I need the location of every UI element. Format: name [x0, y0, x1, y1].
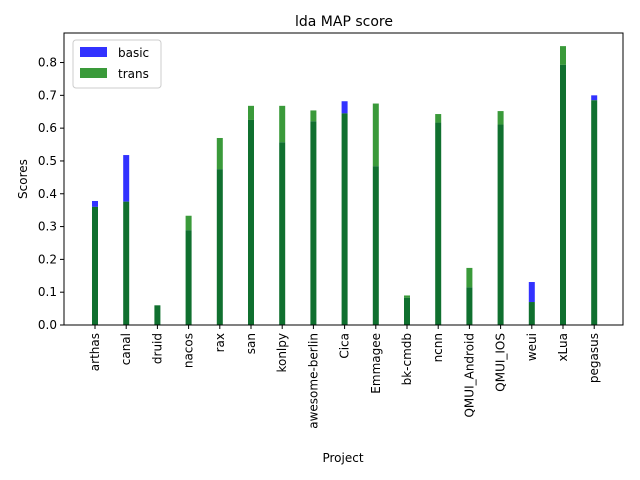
bar-trans-nacos: [185, 215, 192, 231]
legend-swatch-trans: [80, 68, 107, 78]
y-tick-label: 0.8: [38, 56, 57, 70]
chart-title: lda MAP score: [295, 14, 393, 30]
x-tick-label: QMUI_IOS: [494, 333, 508, 392]
legend: basic trans: [72, 39, 162, 89]
y-tick-label: 0.3: [38, 220, 57, 234]
y-tick-label: 0.1: [38, 285, 57, 299]
x-tick-label: xLua: [556, 333, 570, 362]
x-tick-label: awesome-berlin: [306, 333, 320, 429]
bar-trans-xLua: [560, 46, 566, 65]
bar-overlap-druid: [154, 305, 161, 325]
bar-basic-Cica: [341, 101, 348, 114]
x-tick-label: Emmagee: [369, 333, 383, 394]
bar-basic-weui: [528, 282, 535, 303]
bar-basic-pegasus: [591, 95, 598, 101]
legend-swatch-basic: [80, 47, 107, 57]
y-tick-label: 0.0: [38, 318, 57, 332]
bar-trans-san: [248, 105, 254, 120]
x-tick-label: druid: [150, 333, 164, 364]
bar-trans-konlpy: [279, 105, 286, 143]
bar-overlap-konlpy: [279, 142, 286, 325]
x-tick-label: weui: [525, 333, 539, 361]
x-tick-label: rax: [213, 333, 227, 352]
bar-overlap-Cica: [341, 113, 348, 325]
x-tick-label: konlpy: [275, 333, 289, 373]
bar-overlap-bk-cmdb: [404, 297, 410, 325]
x-tick-label: arthas: [88, 333, 102, 371]
y-tick-label: 0.7: [38, 88, 57, 102]
y-tick-label: 0.2: [38, 252, 57, 266]
y-tick-label: 0.6: [38, 121, 57, 135]
y-axis: 0.0 0.1 0.2 0.3 0.4 0.5 0.6 0.7 0.8: [38, 56, 64, 332]
y-axis-label: Scores: [16, 159, 30, 199]
bar-trans-QMUI_IOS: [497, 111, 504, 125]
bar-overlap-QMUI_IOS: [497, 124, 504, 325]
bar-trans-awesome-berlin: [310, 110, 317, 122]
bar-overlap-xLua: [560, 64, 566, 326]
legend-label-trans: trans: [118, 67, 149, 81]
x-tick-label: pegasus: [587, 333, 601, 383]
bar-overlap-QMUI_Android: [466, 287, 473, 325]
x-axis-label: Project: [322, 451, 363, 465]
bar-overlap-weui: [528, 302, 535, 325]
x-tick-label: san: [244, 333, 258, 354]
x-tick-label: Cica: [338, 333, 352, 359]
x-tick-label: QMUI_Android: [462, 333, 476, 418]
bar-basic-canal: [123, 155, 130, 202]
x-tick-label: bk-cmdb: [400, 333, 414, 385]
plot-frame: [63, 32, 624, 326]
bar-overlap-san: [248, 119, 254, 325]
x-tick-label: nacos: [182, 333, 196, 368]
bar-trans-rax: [216, 137, 223, 170]
legend-label-basic: basic: [118, 46, 149, 60]
bar-trans-Emmagee: [372, 103, 379, 167]
bars-group: [92, 46, 598, 326]
y-tick-label: 0.4: [38, 187, 57, 201]
x-axis: arthas canal druid nacos rax san konlpy awesome…: [88, 325, 601, 429]
bar-overlap-arthas: [92, 206, 98, 325]
bar-overlap-rax: [216, 169, 223, 325]
bar-overlap-ncnn: [435, 122, 442, 325]
bar-overlap-pegasus: [591, 100, 598, 326]
x-tick-label: ncnn: [431, 333, 445, 362]
bar-overlap-canal: [123, 201, 130, 325]
bar-overlap-awesome-berlin: [310, 121, 317, 325]
bar-overlap-Emmagee: [372, 166, 379, 325]
bar-trans-QMUI_Android: [466, 267, 473, 288]
bar-overlap-nacos: [185, 230, 192, 325]
y-tick-label: 0.5: [38, 154, 57, 168]
bar-basic-arthas: [92, 200, 98, 207]
x-tick-label: canal: [119, 333, 133, 365]
bar-trans-bk-cmdb: [404, 295, 410, 298]
bar-trans-ncnn: [435, 114, 442, 123]
